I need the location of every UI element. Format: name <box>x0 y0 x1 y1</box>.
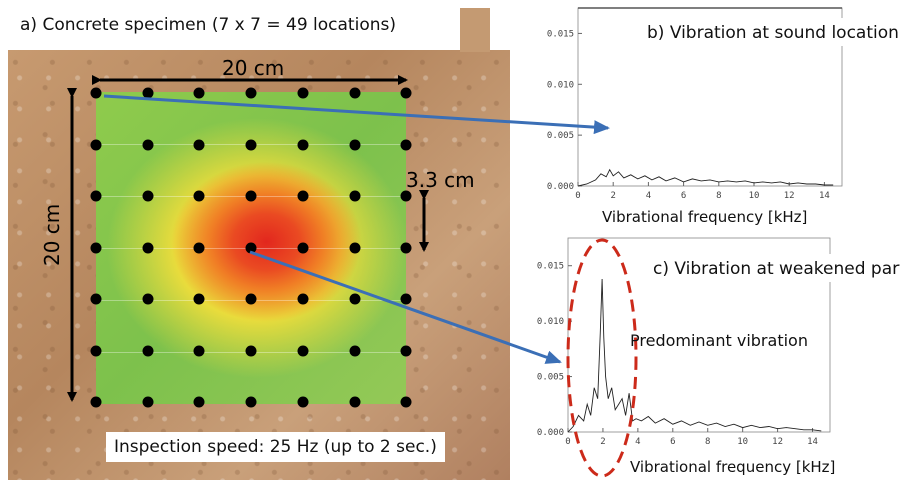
predominant-vibration-ellipse <box>566 238 638 478</box>
measurement-point <box>400 396 412 408</box>
measurement-point <box>142 87 154 99</box>
y-tick-label: 0.015 <box>547 29 574 39</box>
measurement-point <box>193 345 205 356</box>
measurement-point <box>297 293 309 305</box>
x-tick-label: 10 <box>737 437 748 447</box>
x-tick-label: 10 <box>749 191 760 201</box>
measurement-point <box>245 190 257 202</box>
measurement-point <box>90 396 102 408</box>
panel-a-title: a) Concrete specimen (7 x 7 = 49 locatio… <box>14 12 402 38</box>
measurement-point <box>400 139 412 150</box>
x-tick-label: 8 <box>705 437 710 447</box>
specimen-top-edge <box>460 8 490 52</box>
measurement-point <box>297 190 309 202</box>
measurement-point <box>349 139 360 150</box>
measurement-point <box>142 293 154 305</box>
measurement-point <box>245 87 257 99</box>
measurement-point <box>193 396 205 408</box>
measurement-point <box>142 139 154 150</box>
measurement-point <box>297 345 309 356</box>
y-tick-label: 0.005 <box>547 131 574 141</box>
arrow-sound-to-b <box>103 94 610 135</box>
y-tick-label: 0.010 <box>547 80 574 90</box>
measurement-point <box>297 396 309 408</box>
measurement-point <box>193 242 205 253</box>
x-tick-label: 0 <box>575 191 580 201</box>
measurement-point <box>400 345 412 356</box>
measurement-point <box>90 345 102 356</box>
y-tick-label: 0.000 <box>547 182 574 192</box>
panel-b-x-ticks: 0 2 4 6 8 10 12 14 <box>575 182 830 201</box>
x-tick-label: 14 <box>807 437 818 447</box>
x-tick-label: 4 <box>635 437 640 447</box>
measurement-point <box>142 242 154 253</box>
measurement-point <box>142 396 154 408</box>
measurement-point <box>193 87 205 99</box>
y-tick-label: 0.005 <box>537 373 564 383</box>
predominant-vibration-label: Predominant vibration <box>630 331 808 350</box>
panel-c-y-ticks: 0.000 0.005 0.010 0.015 <box>537 262 572 438</box>
panel-b-series-line <box>577 168 834 187</box>
x-tick-label: 6 <box>681 191 686 201</box>
panel-c-xlabel: Vibrational frequency [kHz] <box>630 458 835 476</box>
x-tick-label: 2 <box>610 191 615 201</box>
measurement-point <box>297 242 309 253</box>
measurement-point <box>193 190 205 202</box>
y-tick-label: 0.015 <box>537 262 564 272</box>
panel-b-title: b) Vibration at sound location <box>647 23 899 43</box>
measurement-point <box>349 87 360 99</box>
measurement-point <box>90 242 102 253</box>
x-tick-label: 6 <box>670 437 675 447</box>
x-tick-label: 12 <box>784 191 795 201</box>
x-tick-label: 14 <box>819 191 830 201</box>
y-tick-label: 0.010 <box>537 317 564 327</box>
measurement-point <box>90 293 102 305</box>
measurement-point <box>245 242 257 253</box>
measurement-point <box>297 87 309 99</box>
measurement-point <box>142 345 154 356</box>
measurement-point <box>349 293 360 305</box>
measurement-point <box>400 293 412 305</box>
x-tick-label: 0 <box>565 437 570 447</box>
measurement-point <box>245 293 257 305</box>
measurement-point <box>193 293 205 305</box>
measurement-point <box>349 242 360 253</box>
measurement-point <box>349 345 360 356</box>
arrow-weak-to-c <box>249 250 562 364</box>
y-tick-label: 0.000 <box>537 428 564 438</box>
measurement-point <box>90 190 102 202</box>
x-tick-label: 8 <box>716 191 721 201</box>
x-tick-label: 2 <box>600 437 605 447</box>
panel-b-y-ticks: 0.000 0.005 0.010 0.015 <box>547 29 582 192</box>
measurement-point <box>400 242 412 253</box>
x-tick-label: 12 <box>772 437 783 447</box>
panel-c-title: c) Vibration at weakened part <box>653 259 900 279</box>
measurement-point <box>400 190 412 202</box>
spacing-dimension-label: 3.3 cm <box>406 168 475 192</box>
panel-b-xlabel: Vibrational frequency [kHz] <box>602 208 807 226</box>
measurement-point <box>90 139 102 150</box>
measurement-point <box>245 139 257 150</box>
measurement-point <box>400 87 412 99</box>
measurement-point <box>245 345 257 356</box>
measurement-point <box>245 396 257 408</box>
panel-c-series-line <box>567 278 822 433</box>
inspection-speed-label: Inspection speed: 25 Hz (up to 2 sec.) <box>106 432 445 462</box>
measurement-point <box>90 87 102 99</box>
measurement-point <box>349 396 360 408</box>
x-tick-label: 4 <box>646 191 651 201</box>
measurement-point <box>349 190 360 202</box>
measurement-point <box>193 139 205 150</box>
measurement-point <box>142 190 154 202</box>
measurement-point <box>297 139 309 150</box>
